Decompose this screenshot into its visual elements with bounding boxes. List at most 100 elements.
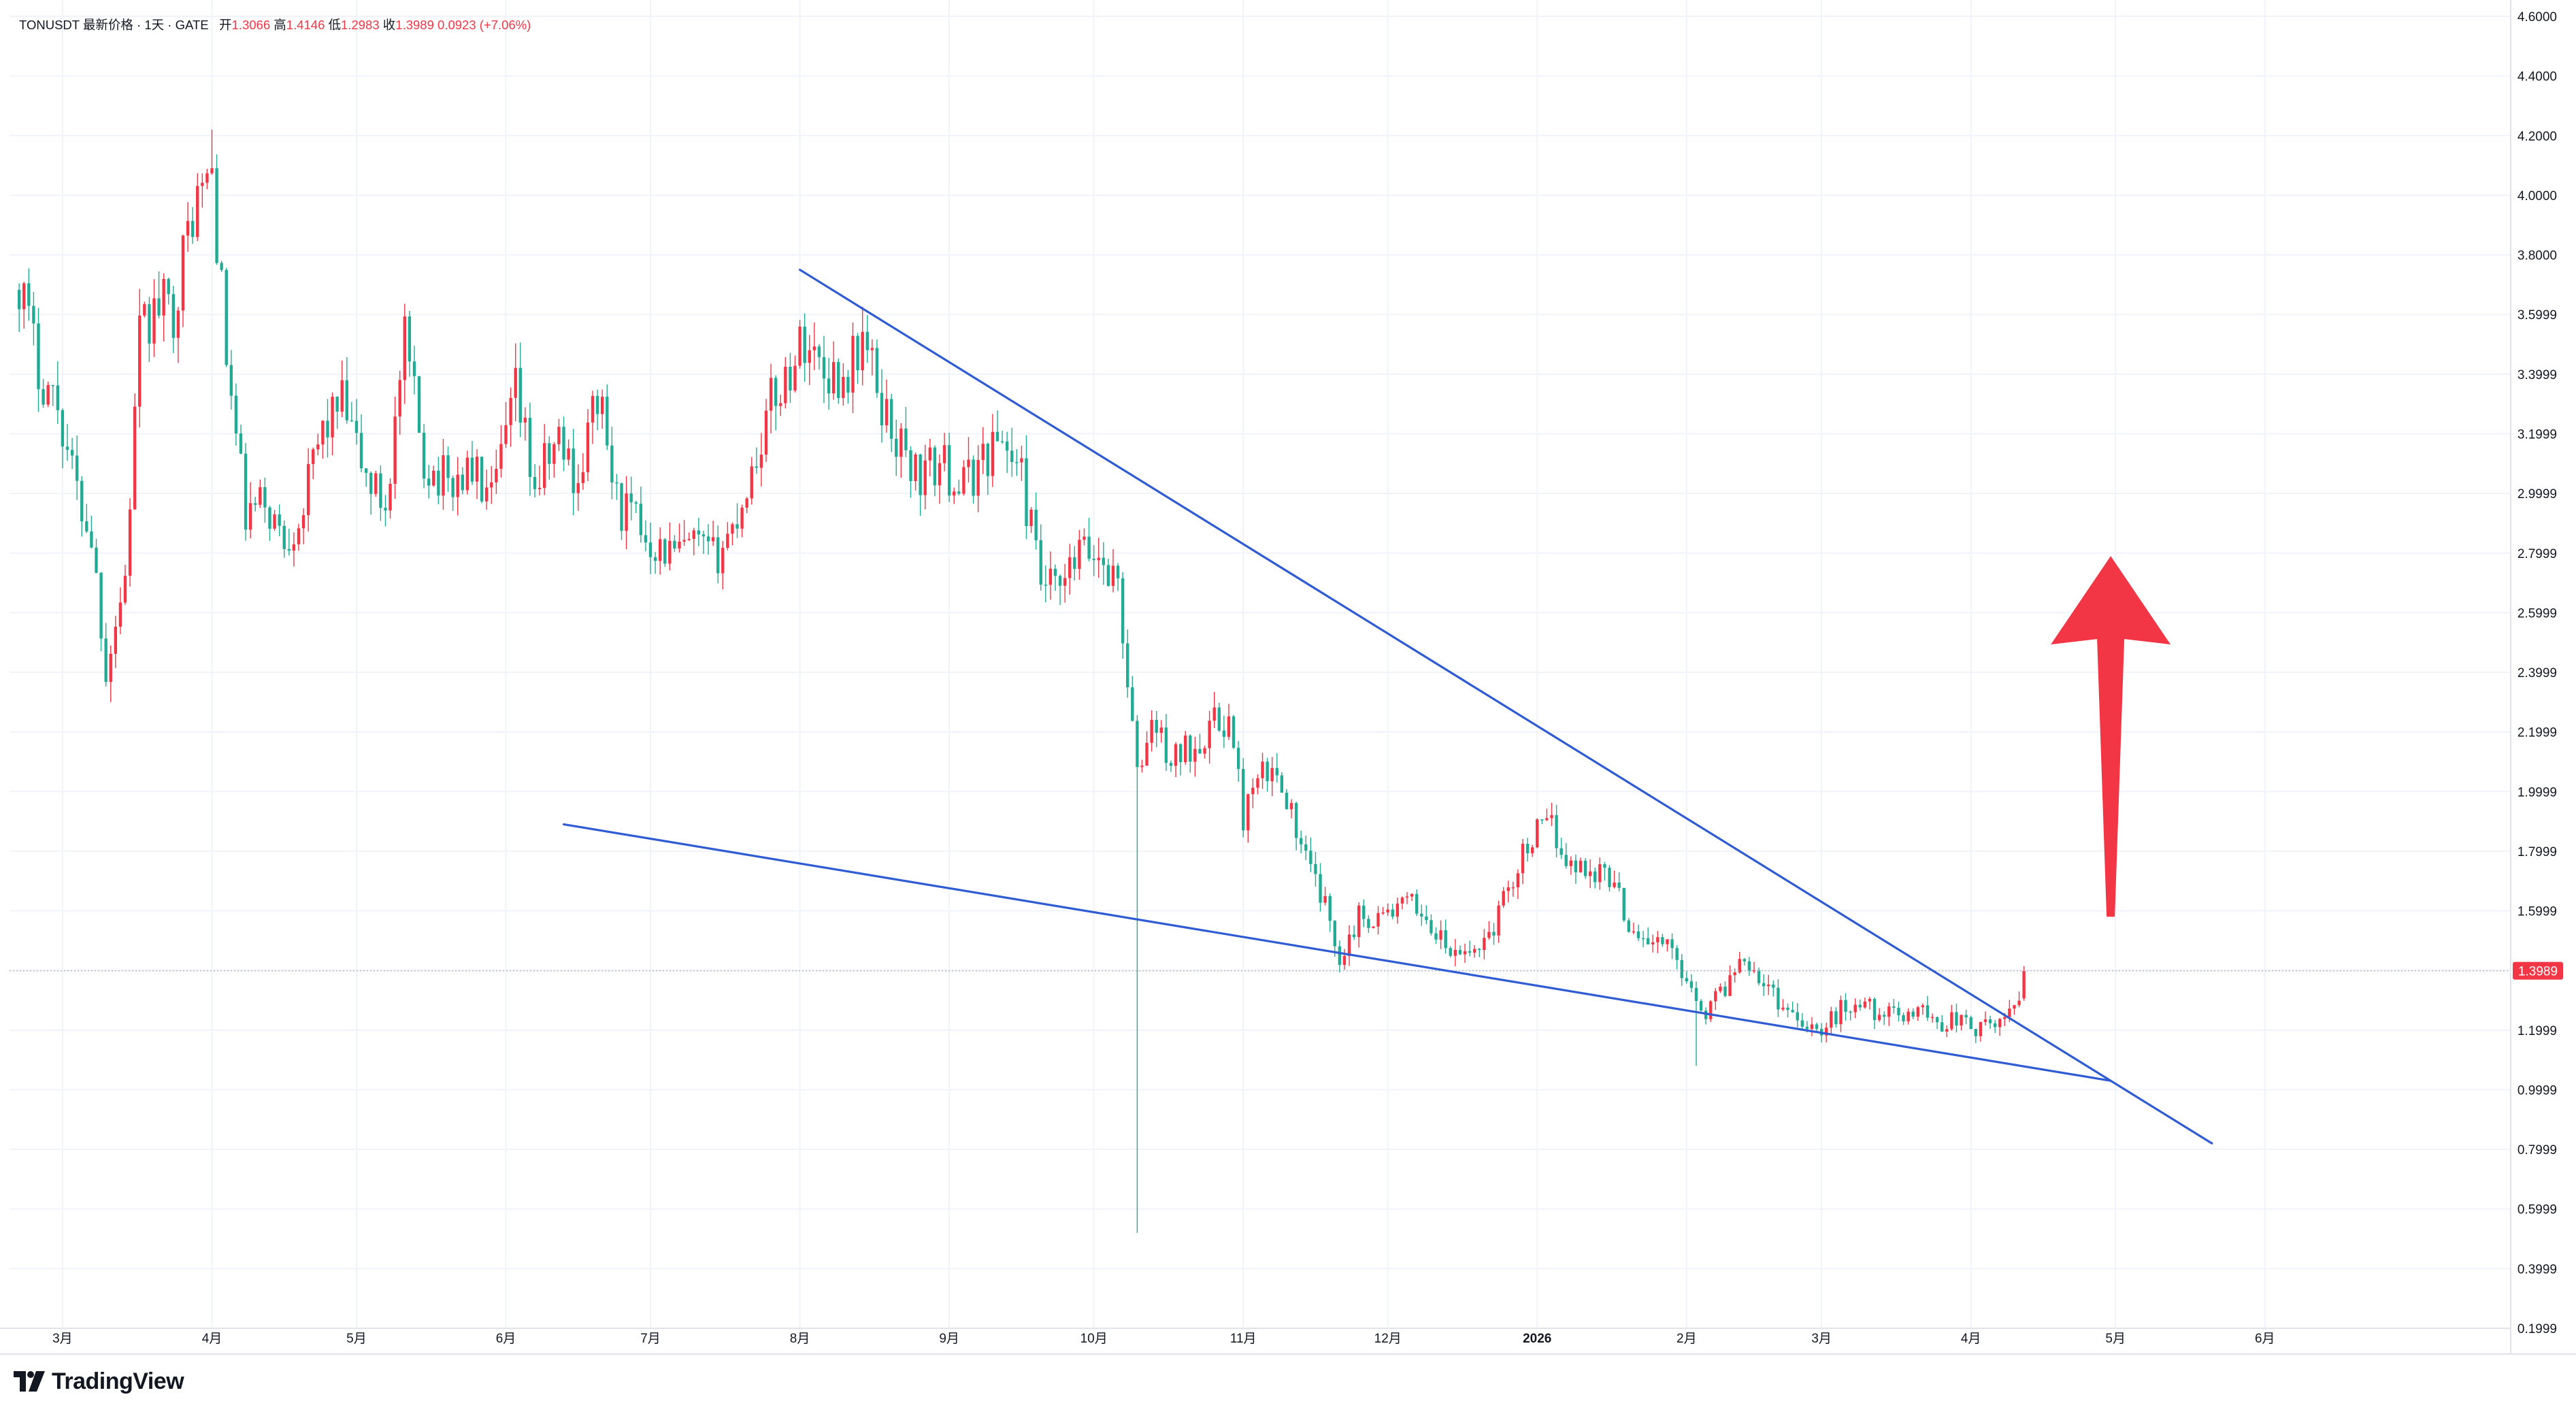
trendline-upper-resistance[interactable]: [798, 268, 2213, 1145]
candle: [1588, 859, 1592, 889]
candle: [1073, 546, 1076, 581]
price-axis[interactable]: 4.6000 4.4000 4.2000 4.0000 3.8000 3.5999 3.39…: [2510, 0, 2576, 1414]
candle: [533, 464, 537, 498]
candle: [1362, 899, 1366, 927]
candle: [456, 457, 459, 516]
tradingview-logo[interactable]: TradingView: [12, 1364, 184, 1398]
candle: [85, 504, 88, 533]
candle: [1583, 858, 1587, 879]
y-tick-label: 2.5999: [2517, 606, 2557, 621]
candle: [46, 381, 50, 408]
candle: [1781, 999, 1785, 1011]
candle: [451, 475, 455, 512]
candle: [56, 361, 60, 425]
symbol-name[interactable]: TONUSDT: [19, 18, 80, 32]
candle: [1723, 981, 1727, 998]
candle: [625, 476, 628, 550]
candle: [1974, 1028, 1977, 1043]
bullish-arrow[interactable]: [2051, 556, 2171, 917]
candle: [895, 419, 898, 476]
candle: [427, 465, 431, 499]
candle: [1430, 914, 1433, 936]
candle: [196, 173, 199, 242]
candle: [514, 343, 517, 422]
candle: [634, 500, 638, 514]
candle: [851, 322, 855, 414]
candle: [335, 396, 339, 429]
candle: [523, 407, 527, 441]
candle: [885, 379, 889, 433]
candle: [1381, 907, 1385, 915]
candle: [475, 449, 479, 499]
candle: [1627, 918, 1631, 933]
candle: [620, 482, 623, 540]
candle: [1068, 544, 1072, 595]
chart-grid: [10, 0, 2511, 1329]
candle: [518, 342, 522, 438]
open-value: 1.3066: [231, 18, 271, 32]
candle: [1617, 872, 1621, 891]
candle: [1029, 507, 1033, 533]
candle: [793, 355, 797, 393]
candle: [143, 301, 146, 318]
candle: [933, 445, 937, 497]
time-axis[interactable]: 3月 4月 5月 6月 7月 8月 9月 10月 11月 12月 2026 2月 3月 4月 5月 6月: [0, 1328, 2576, 1355]
candle: [1169, 760, 1173, 772]
candle: [1941, 1015, 1944, 1032]
x-tick-label: 5月: [2105, 1332, 2126, 1346]
x-tick-label: 2月: [1677, 1332, 1697, 1346]
candle: [1053, 564, 1057, 591]
candle: [1314, 851, 1317, 887]
candle: [1227, 704, 1231, 740]
candle: [1078, 529, 1081, 580]
candle: [1622, 887, 1625, 923]
candle: [1883, 1011, 1886, 1025]
candle: [1478, 948, 1481, 957]
candle: [1178, 743, 1183, 776]
candle: [716, 525, 720, 584]
candle: [1955, 1003, 1958, 1033]
candle: [1930, 1013, 1934, 1023]
candle: [1670, 933, 1674, 959]
candle: [1208, 710, 1211, 764]
candle: [1391, 904, 1394, 919]
candle: [784, 357, 787, 409]
candle: [953, 487, 956, 504]
candle: [254, 497, 257, 512]
candle: [567, 439, 570, 466]
candle: [726, 522, 729, 550]
candle: [225, 267, 228, 367]
candle: [42, 378, 45, 408]
trendline-lower-support[interactable]: [562, 823, 2112, 1082]
candle: [1632, 922, 1636, 935]
candle: [976, 445, 980, 512]
candle: [769, 363, 773, 434]
candle: [528, 402, 532, 496]
x-tick-label: 7月: [640, 1332, 661, 1346]
candle: [1594, 868, 1597, 889]
candle: [1540, 819, 1544, 825]
candle: [1300, 830, 1303, 853]
x-tick-label: 6月: [496, 1332, 516, 1346]
candle: [297, 523, 301, 551]
candle: [562, 416, 565, 472]
candle: [248, 482, 252, 539]
candle: [576, 464, 580, 511]
x-tick-label: 3月: [52, 1332, 73, 1346]
candle: [1656, 931, 1659, 953]
candle: [389, 478, 392, 519]
interval[interactable]: 1天: [144, 18, 165, 32]
candle: [1015, 449, 1019, 476]
candle: [1232, 714, 1236, 749]
candle: [167, 277, 170, 305]
y-tick-label: 1.5999: [2517, 905, 2557, 919]
candle: [1897, 1001, 1900, 1022]
candle: [495, 449, 498, 494]
candle: [706, 524, 710, 555]
candle: [789, 352, 792, 404]
candle: [1777, 979, 1780, 1017]
candle: [27, 268, 31, 321]
candle: [364, 467, 368, 487]
current-price-label: 1.3989: [2518, 965, 2558, 979]
